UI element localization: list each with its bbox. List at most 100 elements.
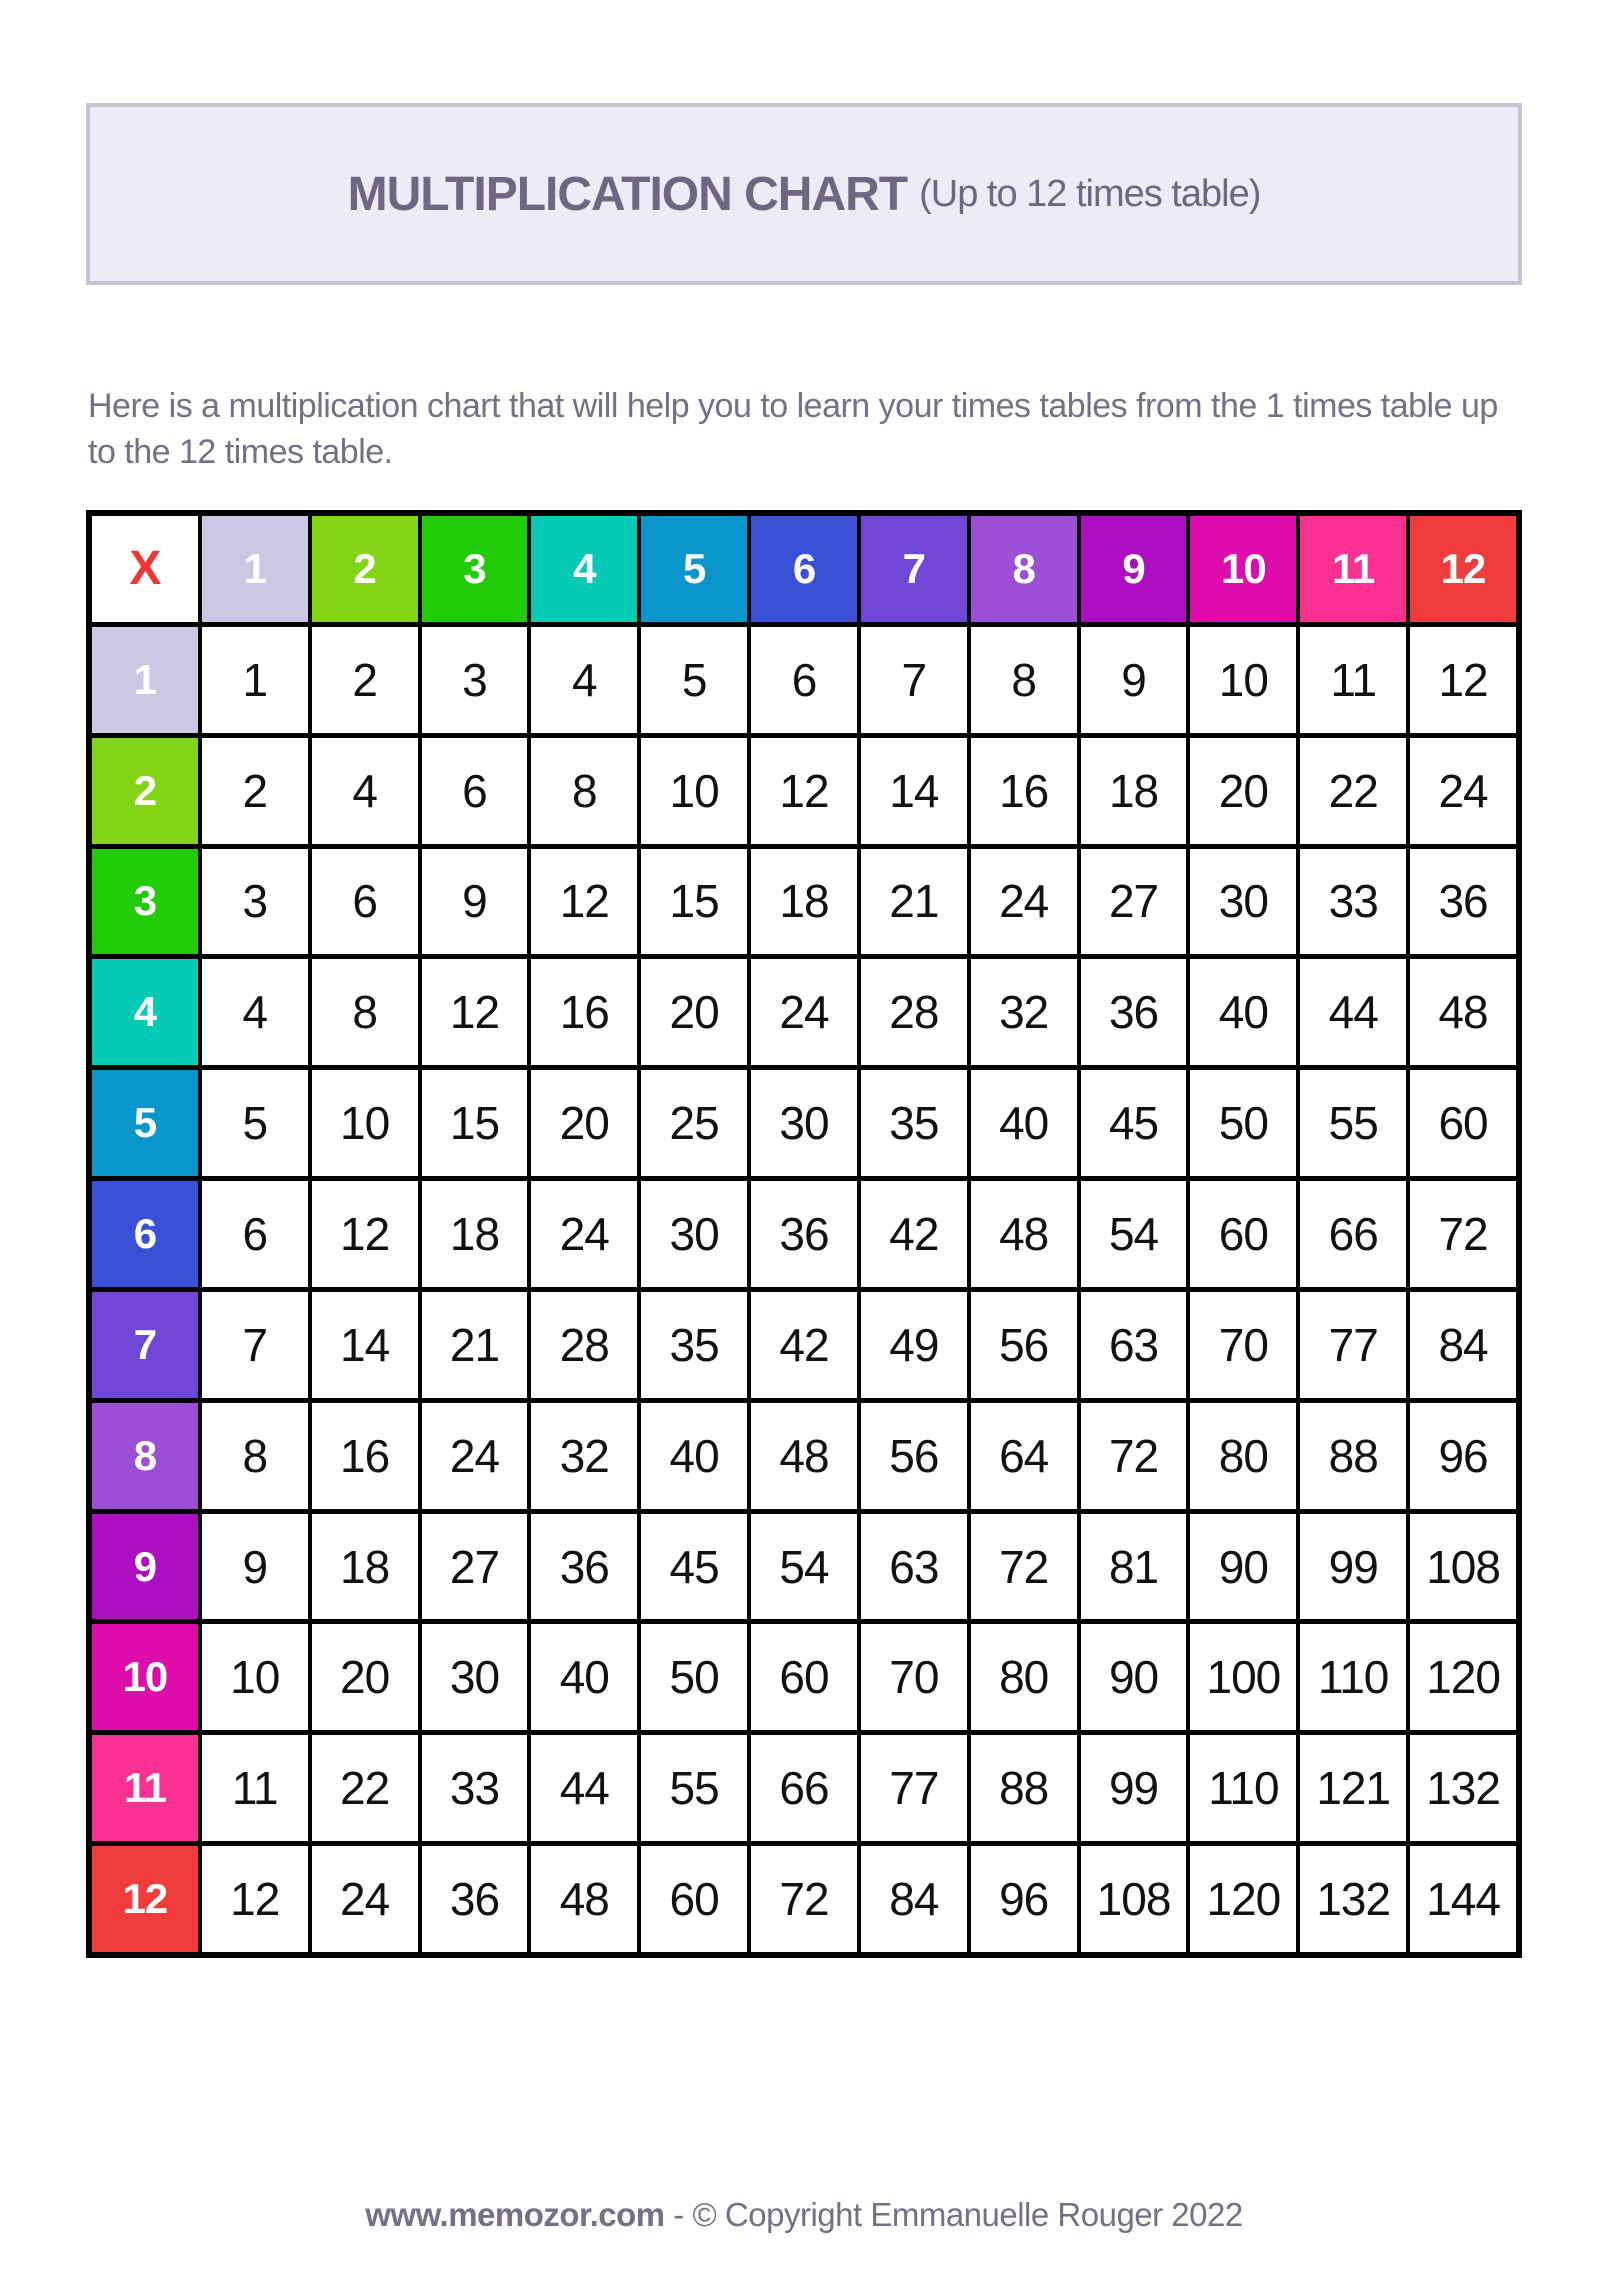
- product-cell-1x2: 2: [311, 626, 418, 733]
- product-cell-4x2: 8: [311, 959, 418, 1066]
- product-cell-6x8: 48: [970, 1181, 1077, 1287]
- multiplication-table: X 1 2 3 4 5 6 7 8 9 10 11 12 1 1 2 3 4 5 6 7 8 9 10 11 12 2 2 4 6 8 10 1…: [86, 510, 1522, 1958]
- product-cell-7x11: 77: [1300, 1291, 1407, 1398]
- footer-site-link: www.memozor.com: [365, 2196, 665, 2233]
- title-banner: MULTIPLICATION CHART (Up to 12 times tab…: [86, 103, 1522, 285]
- product-cell-8x5: 40: [641, 1402, 748, 1509]
- product-cell-2x10: 20: [1190, 737, 1297, 844]
- product-cell-7x6: 42: [751, 1291, 857, 1398]
- product-cell-8x7: 56: [860, 1402, 967, 1509]
- product-cell-8x4: 32: [531, 1402, 638, 1509]
- product-cell-5x1: 5: [201, 1070, 308, 1177]
- product-cell-10x5: 50: [641, 1624, 748, 1731]
- row-header-7: 7: [92, 1291, 198, 1398]
- row-header-6: 6: [92, 1181, 198, 1287]
- product-cell-3x4: 12: [531, 848, 638, 955]
- column-header-2: 2: [311, 516, 418, 622]
- product-cell-3x1: 3: [201, 848, 308, 955]
- product-cell-7x4: 28: [531, 1291, 638, 1398]
- product-cell-9x2: 18: [311, 1513, 418, 1620]
- product-cell-3x12: 36: [1410, 848, 1516, 955]
- product-cell-5x3: 15: [421, 1070, 528, 1177]
- product-cell-11x4: 44: [531, 1735, 638, 1842]
- product-cell-6x10: 60: [1190, 1181, 1297, 1287]
- row-header-3: 3: [92, 848, 198, 955]
- product-cell-2x9: 18: [1080, 737, 1187, 844]
- product-cell-5x2: 10: [311, 1070, 418, 1177]
- product-cell-3x3: 9: [421, 848, 528, 955]
- product-cell-6x11: 66: [1300, 1181, 1407, 1287]
- product-cell-12x2: 24: [311, 1846, 418, 1952]
- product-cell-8x8: 64: [970, 1402, 1077, 1509]
- product-cell-9x5: 45: [641, 1513, 748, 1620]
- product-cell-7x1: 7: [201, 1291, 308, 1398]
- product-cell-4x8: 32: [970, 959, 1077, 1066]
- product-cell-4x3: 12: [421, 959, 528, 1066]
- column-header-10: 10: [1190, 516, 1297, 622]
- product-cell-12x6: 72: [751, 1846, 857, 1952]
- product-cell-4x6: 24: [751, 959, 857, 1066]
- product-cell-9x6: 54: [751, 1513, 857, 1620]
- product-cell-10x7: 70: [860, 1624, 967, 1731]
- row-header-12: 12: [92, 1846, 198, 1952]
- product-cell-12x11: 132: [1300, 1846, 1407, 1952]
- product-cell-9x11: 99: [1300, 1513, 1407, 1620]
- product-cell-5x5: 25: [641, 1070, 748, 1177]
- product-cell-2x4: 8: [531, 737, 638, 844]
- corner-cell: X: [92, 516, 198, 622]
- product-cell-1x3: 3: [421, 626, 528, 733]
- product-cell-1x4: 4: [531, 626, 638, 733]
- product-cell-2x1: 2: [201, 737, 308, 844]
- product-cell-8x10: 80: [1190, 1402, 1297, 1509]
- row-header-10: 10: [92, 1624, 198, 1731]
- product-cell-6x12: 72: [1410, 1181, 1516, 1287]
- page-title: MULTIPLICATION CHART: [347, 167, 908, 221]
- product-cell-1x8: 8: [970, 626, 1077, 733]
- product-cell-11x9: 99: [1080, 1735, 1187, 1842]
- product-cell-3x9: 27: [1080, 848, 1187, 955]
- column-header-4: 4: [531, 516, 638, 622]
- product-cell-1x11: 11: [1300, 626, 1407, 733]
- product-cell-7x9: 63: [1080, 1291, 1187, 1398]
- product-cell-4x1: 4: [201, 959, 308, 1066]
- product-cell-6x2: 12: [311, 1181, 418, 1287]
- column-header-8: 8: [970, 516, 1077, 622]
- product-cell-10x8: 80: [970, 1624, 1077, 1731]
- product-cell-11x5: 55: [641, 1735, 748, 1842]
- product-cell-8x6: 48: [751, 1402, 857, 1509]
- product-cell-7x2: 14: [311, 1291, 418, 1398]
- product-cell-12x12: 144: [1410, 1846, 1516, 1952]
- product-cell-1x6: 6: [751, 626, 857, 733]
- product-cell-9x8: 72: [970, 1513, 1077, 1620]
- product-cell-2x2: 4: [311, 737, 418, 844]
- product-cell-11x3: 33: [421, 1735, 528, 1842]
- product-cell-4x4: 16: [531, 959, 638, 1066]
- product-cell-6x9: 54: [1080, 1181, 1187, 1287]
- product-cell-3x11: 33: [1300, 848, 1407, 955]
- product-cell-7x5: 35: [641, 1291, 748, 1398]
- product-cell-3x5: 15: [641, 848, 748, 955]
- product-cell-11x12: 132: [1410, 1735, 1516, 1842]
- product-cell-2x3: 6: [421, 737, 528, 844]
- intro-text: Here is a multiplication chart that will…: [88, 387, 1498, 471]
- product-cell-7x10: 70: [1190, 1291, 1297, 1398]
- product-cell-12x1: 12: [201, 1846, 308, 1952]
- row-header-2: 2: [92, 737, 198, 844]
- row-header-11: 11: [92, 1735, 198, 1842]
- product-cell-5x8: 40: [970, 1070, 1077, 1177]
- product-cell-9x1: 9: [201, 1513, 308, 1620]
- product-cell-1x12: 12: [1410, 626, 1516, 733]
- product-cell-3x6: 18: [751, 848, 857, 955]
- product-cell-4x10: 40: [1190, 959, 1297, 1066]
- product-cell-9x12: 108: [1410, 1513, 1516, 1620]
- product-cell-10x1: 10: [201, 1624, 308, 1731]
- product-cell-12x4: 48: [531, 1846, 638, 1952]
- product-cell-12x9: 108: [1080, 1846, 1187, 1952]
- product-cell-11x1: 11: [201, 1735, 308, 1842]
- column-header-11: 11: [1300, 516, 1407, 622]
- product-cell-4x7: 28: [860, 959, 967, 1066]
- footer: www.memozor.com - © Copyright Emmanuelle…: [0, 2196, 1608, 2234]
- product-cell-6x1: 6: [201, 1181, 308, 1287]
- product-cell-11x7: 77: [860, 1735, 967, 1842]
- product-cell-4x11: 44: [1300, 959, 1407, 1066]
